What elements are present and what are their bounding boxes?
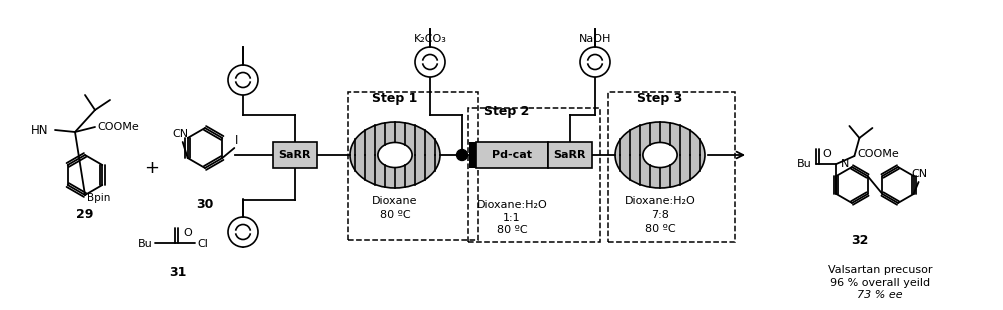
Circle shape: [456, 149, 467, 161]
Text: K₂CO₃: K₂CO₃: [413, 34, 446, 44]
Text: COOMe: COOMe: [857, 149, 899, 159]
Ellipse shape: [377, 143, 411, 167]
Circle shape: [414, 47, 444, 77]
Text: Bu: Bu: [795, 159, 810, 169]
Circle shape: [228, 217, 258, 247]
Text: Bu: Bu: [138, 239, 152, 249]
Text: 7:8: 7:8: [650, 210, 668, 220]
Text: O: O: [821, 149, 830, 159]
Text: 29: 29: [76, 209, 93, 222]
Text: N: N: [840, 159, 848, 169]
Text: Dioxane: Dioxane: [372, 196, 417, 206]
Text: 32: 32: [851, 233, 868, 246]
Ellipse shape: [615, 122, 704, 188]
Bar: [548, 142, 592, 168]
Bar: [467, 108, 600, 242]
Text: Step 3: Step 3: [637, 92, 682, 105]
Text: COOMe: COOMe: [97, 122, 138, 132]
Ellipse shape: [350, 122, 439, 188]
Text: 80 ºC: 80 ºC: [496, 225, 527, 235]
Bar: [608, 92, 734, 242]
Text: Cl: Cl: [197, 239, 208, 249]
Text: Step 1: Step 1: [372, 92, 417, 105]
Text: Step 2: Step 2: [483, 105, 530, 118]
Text: 31: 31: [170, 267, 187, 280]
Text: Dioxane:H₂O: Dioxane:H₂O: [476, 200, 547, 210]
Text: SaRR: SaRR: [279, 150, 311, 160]
Bar: [475, 142, 548, 168]
Text: 1:1: 1:1: [503, 213, 521, 223]
Text: 80 ºC: 80 ºC: [644, 224, 675, 234]
Text: 30: 30: [197, 198, 214, 211]
Text: O: O: [183, 228, 192, 238]
Bar: [548, 142, 555, 168]
Bar: [475, 142, 548, 168]
Text: NaOH: NaOH: [579, 34, 611, 44]
Text: CN: CN: [173, 129, 189, 139]
Text: I: I: [235, 134, 238, 147]
Bar: [273, 142, 317, 168]
Text: CN: CN: [911, 169, 927, 179]
Text: Bpin: Bpin: [87, 193, 110, 203]
Ellipse shape: [642, 143, 676, 167]
Text: 80 ºC: 80 ºC: [379, 210, 410, 220]
Text: Valsartan precusor: Valsartan precusor: [826, 265, 932, 275]
Circle shape: [228, 65, 258, 95]
Text: +: +: [144, 159, 159, 177]
Text: 96 % overall yeild: 96 % overall yeild: [829, 278, 929, 288]
Bar: [348, 92, 477, 240]
Text: 73 % ee: 73 % ee: [857, 290, 902, 300]
Bar: [468, 142, 475, 168]
Text: SaRR: SaRR: [554, 150, 586, 160]
Text: Pd-cat: Pd-cat: [491, 150, 532, 160]
Circle shape: [580, 47, 610, 77]
Text: HN: HN: [30, 123, 48, 136]
Text: Dioxane:H₂O: Dioxane:H₂O: [624, 196, 695, 206]
